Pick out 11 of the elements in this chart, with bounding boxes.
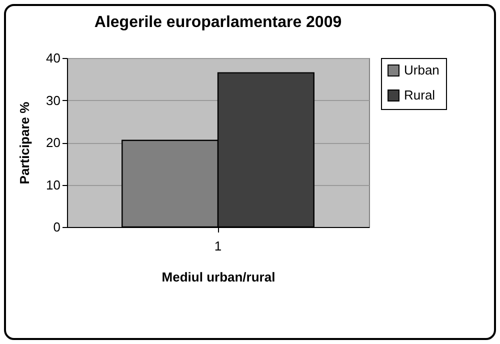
y-tick-label: 20	[46, 135, 60, 150]
x-tick-label: 1	[214, 238, 222, 254]
y-tick-label: 40	[46, 50, 60, 66]
y-tick-label: 30	[46, 92, 60, 108]
legend-label: Rural	[404, 88, 436, 102]
x-axis-title: Mediul urban/rural	[162, 270, 276, 284]
y-axis-title: Participare %	[17, 101, 32, 184]
y-tick-label: 10	[46, 177, 60, 192]
chart-title: Alegerile europarlamentare 2009	[94, 14, 342, 31]
y-tick-label: 0	[53, 220, 60, 234]
legend-label: Urban	[404, 62, 440, 78]
